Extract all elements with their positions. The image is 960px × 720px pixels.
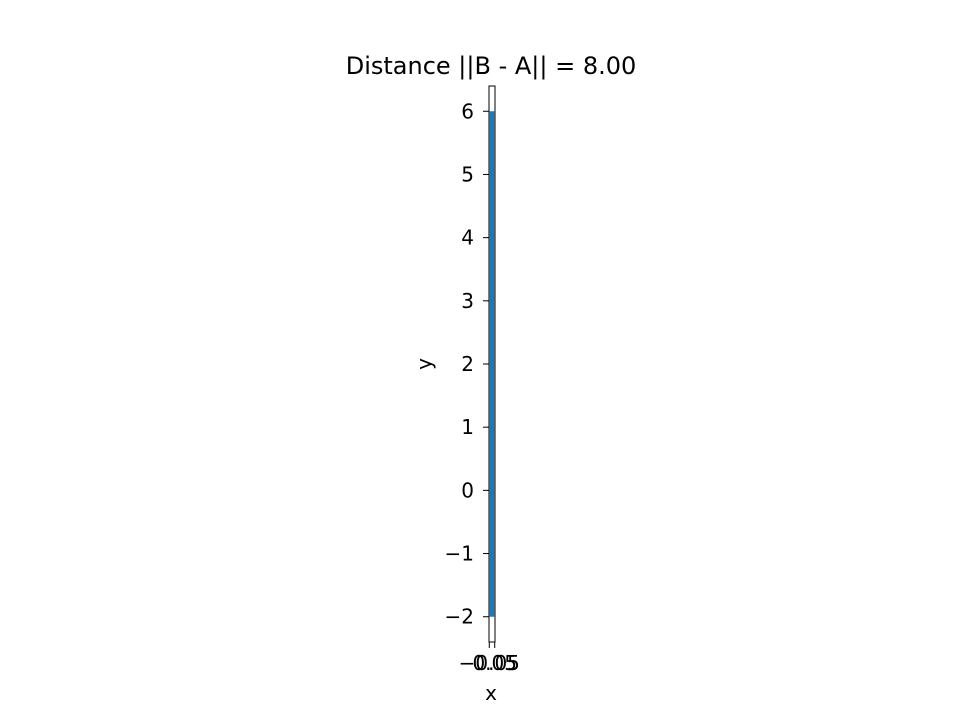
y-tick-label: −1 (445, 542, 474, 566)
x-tick-label: 0.05 (472, 651, 517, 675)
chart-title: Distance ||B - A|| = 8.00 (346, 52, 637, 80)
y-tick-label: 3 (461, 289, 474, 313)
y-tick-label: 2 (461, 352, 474, 376)
y-tick-label: 4 (461, 226, 474, 250)
x-axis-ticks: −0.050.05 (459, 642, 520, 675)
y-axis-label: y (412, 358, 436, 370)
x-tick-label: −0.05 (459, 651, 520, 675)
x-axis-label: x (485, 681, 497, 705)
y-tick-label: 1 (461, 415, 474, 439)
y-tick-label: −2 (445, 605, 474, 629)
y-tick-label: 5 (461, 162, 474, 186)
y-tick-label: 6 (461, 99, 474, 123)
y-axis-ticks: −2 −1 0 1 2 3 4 5 6 (445, 99, 489, 629)
y-tick-label: 0 (461, 478, 474, 502)
